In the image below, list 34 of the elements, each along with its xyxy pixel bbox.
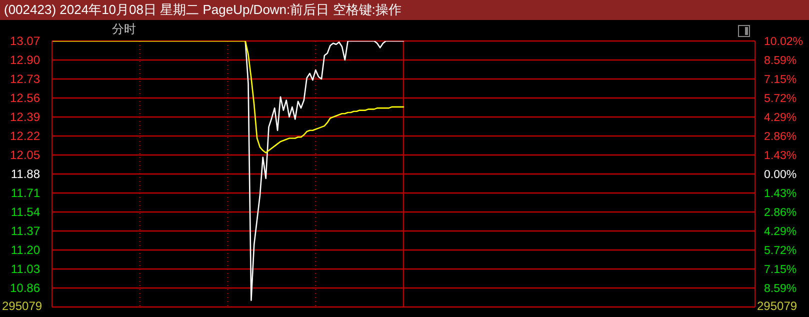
y2-tick-label: 10.02%	[764, 36, 804, 48]
y-tick-label: 11.88	[10, 167, 40, 181]
y-tick-label: 11.20	[10, 243, 40, 257]
y2-tick-label: 5.72%	[764, 93, 797, 106]
y2-tick-label: 2.86%	[764, 131, 797, 144]
text: 295079	[757, 299, 798, 313]
y2-tick-label: 1.43%	[764, 150, 797, 162]
chart-title: (002423) 2024年10月08日 星期二 PageUp/Down:前后日 空格键:操作	[0, 0, 809, 20]
y2-tick-label: 4.29%	[764, 112, 797, 124]
y2-tick-label: 2.86%	[764, 206, 797, 219]
y-tick-label: 12.73	[10, 72, 40, 86]
y2-tick-label: 8.59%	[764, 54, 797, 67]
y-tick-label: 12.39	[10, 110, 40, 124]
y-tick-label: 12.56	[10, 91, 40, 105]
y-tick-label: 12.22	[10, 129, 40, 143]
y2-tick-label: 4.29%	[764, 226, 797, 238]
y2-tick-label: 1.43%	[764, 188, 797, 200]
y2-tick-label: 7.15%	[764, 264, 797, 276]
text: 295079	[2, 299, 42, 313]
y-tick-label: 12.90	[10, 53, 40, 67]
y-tick-label: 11.37	[10, 224, 40, 238]
y-tick-label: 11.54	[10, 205, 40, 219]
line-series	[51, 41, 404, 154]
y-tick-label: 11.71	[10, 186, 40, 200]
y-tick-label: 10.86	[10, 281, 40, 295]
y2-tick-label: 0.00%	[764, 169, 797, 181]
y-tick-label: 11.03	[10, 262, 40, 276]
y-tick-label: 13.07	[10, 34, 40, 48]
chart-subtitle: 分时	[112, 21, 136, 38]
line-series	[244, 41, 404, 301]
y-tick-label: 12.05	[10, 148, 40, 162]
y2-tick-label: 5.72%	[764, 244, 797, 257]
y2-tick-label: 7.15%	[764, 74, 797, 86]
y2-tick-label: 8.59%	[764, 283, 797, 296]
